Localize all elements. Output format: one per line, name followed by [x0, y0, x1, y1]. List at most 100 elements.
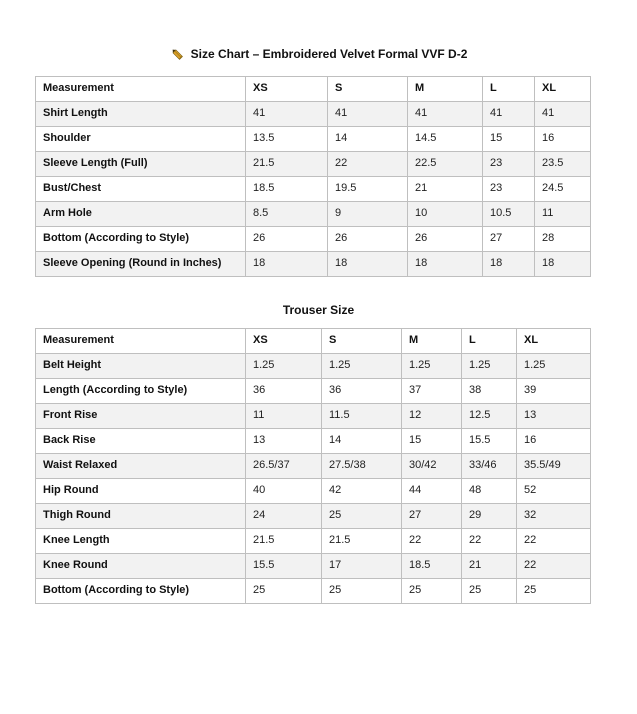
- measurement-value: 40: [245, 478, 322, 504]
- measurement-value: 22: [401, 528, 462, 554]
- measurement-value: 32: [516, 503, 591, 529]
- measurement-value: 21.5: [321, 528, 402, 554]
- measurement-value: 24.5: [534, 176, 591, 202]
- column-header: Measurement: [35, 328, 246, 354]
- measurement-value: 1.25: [245, 353, 322, 379]
- table-row: Shirt Length 41 41 41 41 41: [35, 101, 591, 127]
- table-row: Bottom (According to Style) 26 26 26 27 28: [35, 226, 591, 252]
- measurement-label: Knee Length: [35, 528, 246, 554]
- column-header: XL: [516, 328, 591, 354]
- measurement-value: 26: [327, 226, 408, 252]
- measurement-value: 21: [407, 176, 483, 202]
- measurement-value: 41: [245, 101, 328, 127]
- header-row: Measurement XS S M L XL: [35, 76, 591, 102]
- shirt-size-table: Measurement XS S M L XL Shirt Length 41 41 41 41 4…: [35, 76, 591, 277]
- measurement-value: 15: [401, 428, 462, 454]
- table-row: Hip Round 40 42 44 48 52: [35, 478, 591, 504]
- measurement-value: 16: [534, 126, 591, 152]
- measurement-value: 11.5: [321, 403, 402, 429]
- measurement-value: 18: [534, 251, 591, 277]
- document-title: Size Chart – Embroidered Velvet Formal V…: [0, 46, 637, 62]
- measurement-value: 15.5: [461, 428, 517, 454]
- measurement-value: 52: [516, 478, 591, 504]
- measurement-value: 18: [245, 251, 328, 277]
- table-row: Sleeve Opening (Round in Inches) 18 18 18 18…: [35, 251, 591, 277]
- column-header: XL: [534, 76, 591, 102]
- measurement-value: 22.5: [407, 151, 483, 177]
- table-row: Knee Length 21.5 21.5 22 22 22: [35, 528, 591, 554]
- measurement-value: 24: [245, 503, 322, 529]
- measurement-value: 33/46: [461, 453, 517, 479]
- table-row: Sleeve Length (Full) 21.5 22 22.5 23 23.5: [35, 151, 591, 177]
- measurement-value: 41: [534, 101, 591, 127]
- table-row: Shoulder 13.5 14 14.5 15 16: [35, 126, 591, 152]
- table-row: Belt Height 1.25 1.25 1.25 1.25 1.25: [35, 353, 591, 379]
- measurement-value: 17: [321, 553, 402, 579]
- table-row: Arm Hole 8.5 9 10 10.5 11: [35, 201, 591, 227]
- measurement-value: 1.25: [516, 353, 591, 379]
- measurement-value: 16: [516, 428, 591, 454]
- measurement-label: Shoulder: [35, 126, 246, 152]
- measurement-value: 41: [482, 101, 535, 127]
- shirt-table-wrapper: Measurement XS S M L XL Shirt Length 41 41 41 41 4…: [35, 76, 591, 277]
- measurement-value: 1.25: [461, 353, 517, 379]
- measurement-value: 1.25: [401, 353, 462, 379]
- table-row: Bottom (According to Style) 25 25 25 25 25: [35, 578, 591, 604]
- measurement-value: 35.5/49: [516, 453, 591, 479]
- measurement-value: 21: [461, 553, 517, 579]
- measurement-value: 10.5: [482, 201, 535, 227]
- measurement-value: 26.5/37: [245, 453, 322, 479]
- measurement-label: Shirt Length: [35, 101, 246, 127]
- measurement-value: 22: [327, 151, 408, 177]
- measurement-value: 12: [401, 403, 462, 429]
- measurement-value: 25: [516, 578, 591, 604]
- table-row: Length (According to Style) 36 36 37 38 39: [35, 378, 591, 404]
- column-header: S: [321, 328, 402, 354]
- measurement-value: 27: [401, 503, 462, 529]
- measurement-value: 26: [245, 226, 328, 252]
- column-header: Measurement: [35, 76, 246, 102]
- measurement-value: 22: [461, 528, 517, 554]
- measurement-value: 9: [327, 201, 408, 227]
- measurement-value: 25: [245, 578, 322, 604]
- measurement-value: 11: [245, 403, 322, 429]
- measurement-label: Sleeve Opening (Round in Inches): [35, 251, 246, 277]
- measurement-value: 23.5: [534, 151, 591, 177]
- measurement-label: Knee Round: [35, 553, 246, 579]
- table-row: Knee Round 15.5 17 18.5 21 22: [35, 553, 591, 579]
- measurement-value: 38: [461, 378, 517, 404]
- trouser-table-wrapper: Measurement XS S M L XL Belt Height 1.25 1.25 1.…: [35, 328, 591, 604]
- column-header: M: [401, 328, 462, 354]
- measurement-value: 41: [327, 101, 408, 127]
- measurement-value: 27: [482, 226, 535, 252]
- measurement-label: Hip Round: [35, 478, 246, 504]
- measurement-value: 29: [461, 503, 517, 529]
- measurement-value: 15: [482, 126, 535, 152]
- measurement-value: 44: [401, 478, 462, 504]
- measurement-value: 11: [534, 201, 591, 227]
- measurement-value: 48: [461, 478, 517, 504]
- measurement-value: 18: [482, 251, 535, 277]
- size-chart-page: Size Chart – Embroidered Velvet Formal V…: [0, 46, 637, 714]
- measurement-value: 18.5: [401, 553, 462, 579]
- measurement-value: 36: [245, 378, 322, 404]
- measurement-label: Bust/Chest: [35, 176, 246, 202]
- measurement-label: Sleeve Length (Full): [35, 151, 246, 177]
- trouser-size-table: Measurement XS S M L XL Belt Height 1.25 1.25 1.…: [35, 328, 591, 604]
- measurement-value: 1.25: [321, 353, 402, 379]
- measurement-value: 18: [327, 251, 408, 277]
- measurement-label: Thigh Round: [35, 503, 246, 529]
- measurement-value: 30/42: [401, 453, 462, 479]
- measurement-value: 25: [461, 578, 517, 604]
- measurement-value: 39: [516, 378, 591, 404]
- table-row: Waist Relaxed 26.5/37 27.5/38 30/42 33/46 35.…: [35, 453, 591, 479]
- measurement-value: 41: [407, 101, 483, 127]
- header-row: Measurement XS S M L XL: [35, 328, 591, 354]
- table-row: Bust/Chest 18.5 19.5 21 23 24.5: [35, 176, 591, 202]
- measurement-value: 19.5: [327, 176, 408, 202]
- measurement-value: 14: [321, 428, 402, 454]
- measurement-value: 28: [534, 226, 591, 252]
- measurement-value: 27.5/38: [321, 453, 402, 479]
- measurement-value: 25: [401, 578, 462, 604]
- measurement-value: 12.5: [461, 403, 517, 429]
